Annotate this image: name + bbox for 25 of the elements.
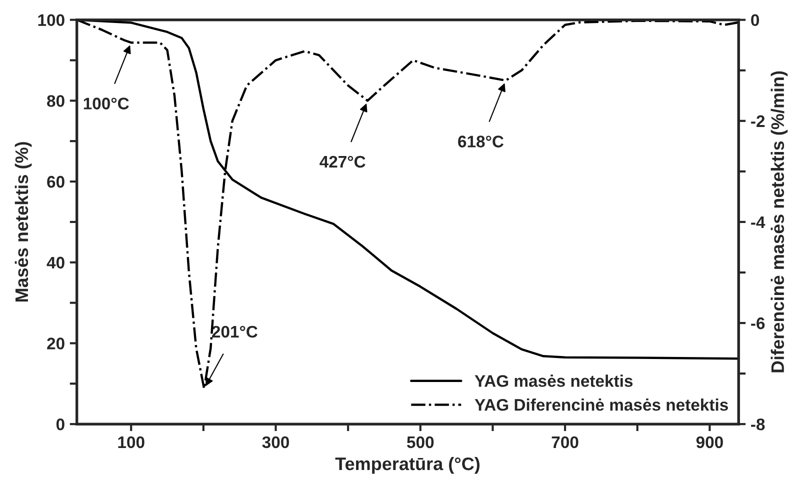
y2-tick-label: -4 bbox=[751, 216, 766, 228]
y-tick-label: 0 bbox=[56, 418, 64, 430]
x-tick-label: 700 bbox=[552, 436, 578, 448]
x-tick-label: 500 bbox=[407, 436, 434, 448]
legend-label: YAG masės netektis bbox=[474, 374, 633, 387]
x-axis-title: Temperatūra (°C) bbox=[335, 456, 480, 474]
annotation: 618°C bbox=[458, 136, 504, 148]
y-tick-label: 60 bbox=[47, 176, 64, 188]
annotation: 201°C bbox=[212, 326, 258, 338]
x-tick-label: 900 bbox=[696, 436, 723, 448]
y-tick-label: 100 bbox=[38, 14, 64, 26]
y-axis-title: Masės netektis (%) bbox=[14, 142, 32, 302]
x-tick-label: 100 bbox=[118, 436, 144, 448]
y2-axis-title: Diferencinė masės netektis (%/min) bbox=[770, 71, 788, 372]
legend-label: YAG Diferencinė masės netektis bbox=[474, 398, 728, 411]
y-tick-label: 40 bbox=[46, 256, 64, 269]
x-tick-label: 300 bbox=[262, 436, 289, 448]
annotation: 100°C bbox=[84, 98, 129, 110]
y2-tick-label: -2 bbox=[751, 115, 765, 127]
y2-tick-label: 0 bbox=[751, 14, 760, 26]
y2-tick-label: -6 bbox=[751, 317, 765, 330]
y-tick-label: 80 bbox=[47, 95, 64, 107]
y2-tick-label: -8 bbox=[751, 418, 765, 430]
y-tick-label: 20 bbox=[47, 338, 64, 350]
annotation: 427°C bbox=[320, 156, 366, 168]
